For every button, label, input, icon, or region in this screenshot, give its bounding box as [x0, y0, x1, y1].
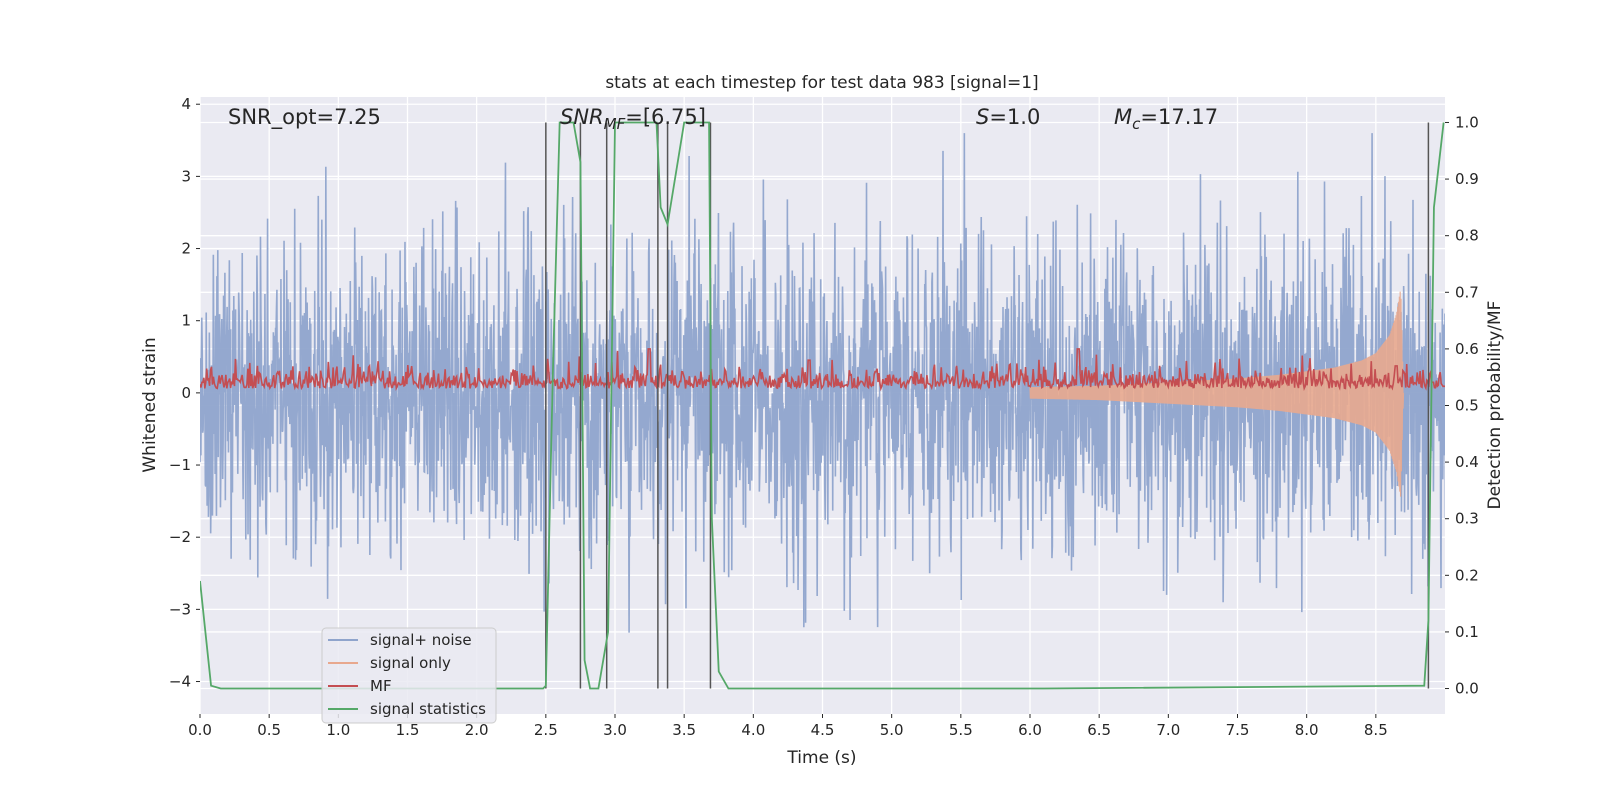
- legend-label-mf: MF: [370, 677, 392, 695]
- x-tick-label-12: 6.0: [1018, 721, 1042, 739]
- x-axis-ticks: 0.0 0.5 1.0 1.5 2.0 2.5 3.0 3.5 4.0 4.5 5.0 5.5 6.0 6…: [188, 714, 1388, 739]
- y2-tick-label-5: 0.5: [1455, 397, 1479, 415]
- legend-label-signal-noise: signal+ noise: [370, 631, 472, 649]
- x-tick-label-0: 0.0: [188, 721, 212, 739]
- x-tick-label-2: 1.0: [326, 721, 350, 739]
- y-tick-label-4: 0: [181, 384, 191, 402]
- signal-statistics-line: [200, 121, 1445, 690]
- y-tick-label-3: −1: [169, 456, 191, 474]
- annotation-snr-mf: SNRMF=[6.75]: [560, 105, 706, 133]
- legend-label-signal-only: signal only: [370, 654, 451, 672]
- x-tick-label-11: 5.5: [949, 721, 973, 739]
- s-symbol: S: [976, 105, 989, 129]
- y-tick-label-0: −4: [169, 673, 191, 691]
- snr-mf-prefix: SNR: [560, 105, 604, 129]
- series-mf: [200, 348, 1445, 392]
- y2-tick-label-3: 0.3: [1455, 510, 1479, 528]
- y2-axis-label: Detection probability/MF: [1485, 301, 1505, 510]
- mc-sub: c: [1132, 115, 1141, 133]
- series-signal-noise: [200, 133, 1445, 633]
- y2-tick-label-2: 0.2: [1455, 566, 1479, 584]
- signal-noise-line: [200, 133, 1445, 633]
- y2-tick-label-8: 0.8: [1455, 227, 1479, 245]
- mc-symbol: M: [1114, 105, 1132, 129]
- x-tick-label-7: 3.5: [672, 721, 696, 739]
- mc-value: =17.17: [1140, 105, 1218, 129]
- snr-mf-sub: MF: [604, 115, 626, 133]
- s-value: =1.0: [989, 105, 1040, 129]
- y2-axis-ticks: 0.0 0.1 0.2 0.3 0.4 0.5 0.6 0.7 0.8 0.9 1.0: [1445, 113, 1479, 698]
- x-tick-label-4: 2.0: [465, 721, 489, 739]
- x-tick-label-1: 0.5: [257, 721, 281, 739]
- x-tick-label-10: 5.0: [880, 721, 904, 739]
- y-tick-label-7: 3: [181, 167, 191, 185]
- x-tick-label-6: 3.0: [603, 721, 627, 739]
- y2-tick-label-0: 0.0: [1455, 680, 1479, 698]
- x-tick-label-16: 8.0: [1295, 721, 1319, 739]
- x-tick-label-9: 4.5: [811, 721, 835, 739]
- y2-tick-label-7: 0.7: [1455, 283, 1479, 301]
- y2-tick-label-10: 1.0: [1455, 113, 1479, 131]
- legend: signal+ noise signal only MF signal stat…: [321, 627, 497, 724]
- y-tick-label-6: 2: [181, 240, 191, 258]
- y-axis-label: Whitened strain: [140, 337, 160, 472]
- y2-tick-label-6: 0.6: [1455, 340, 1479, 358]
- x-tick-label-3: 1.5: [396, 721, 420, 739]
- annotation-mc: Mc=17.17: [1114, 105, 1218, 133]
- y-tick-label-8: 4: [181, 95, 191, 113]
- x-tick-label-5: 2.5: [534, 721, 558, 739]
- x-tick-label-17: 8.5: [1364, 721, 1388, 739]
- snr-mf-value: =[6.75]: [625, 105, 706, 129]
- x-tick-label-15: 7.5: [1226, 721, 1250, 739]
- y-tick-label-2: −2: [169, 528, 191, 546]
- x-tick-label-8: 4.0: [741, 721, 765, 739]
- annotation-s: S=1.0: [976, 105, 1040, 129]
- x-axis-label: Time (s): [786, 748, 856, 768]
- y-tick-label-5: 1: [181, 312, 191, 330]
- mf-line: [200, 348, 1445, 392]
- y-axis-ticks: −4 −3 −2 −1 0 1 2 3 4: [169, 95, 200, 691]
- x-tick-label-13: 6.5: [1087, 721, 1111, 739]
- y2-tick-label-4: 0.4: [1455, 453, 1479, 471]
- y-tick-label-1: −3: [169, 600, 191, 618]
- series-signal-statistics: [200, 121, 1445, 690]
- y2-tick-label-1: 0.1: [1455, 623, 1479, 641]
- legend-box: [321, 627, 497, 724]
- x-tick-label-14: 7.0: [1156, 721, 1180, 739]
- y2-tick-label-9: 0.9: [1455, 170, 1479, 188]
- chart-title: stats at each timestep for test data 983…: [605, 73, 1038, 93]
- annotation-snr-opt: SNR_opt=7.25: [228, 105, 381, 130]
- legend-label-signal-statistics: signal statistics: [370, 700, 486, 718]
